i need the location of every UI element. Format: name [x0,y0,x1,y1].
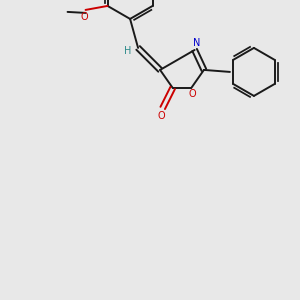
Text: O: O [188,89,196,99]
Text: N: N [193,38,200,48]
Text: O: O [158,111,166,121]
Text: O: O [81,12,88,22]
Text: H: H [124,46,132,56]
